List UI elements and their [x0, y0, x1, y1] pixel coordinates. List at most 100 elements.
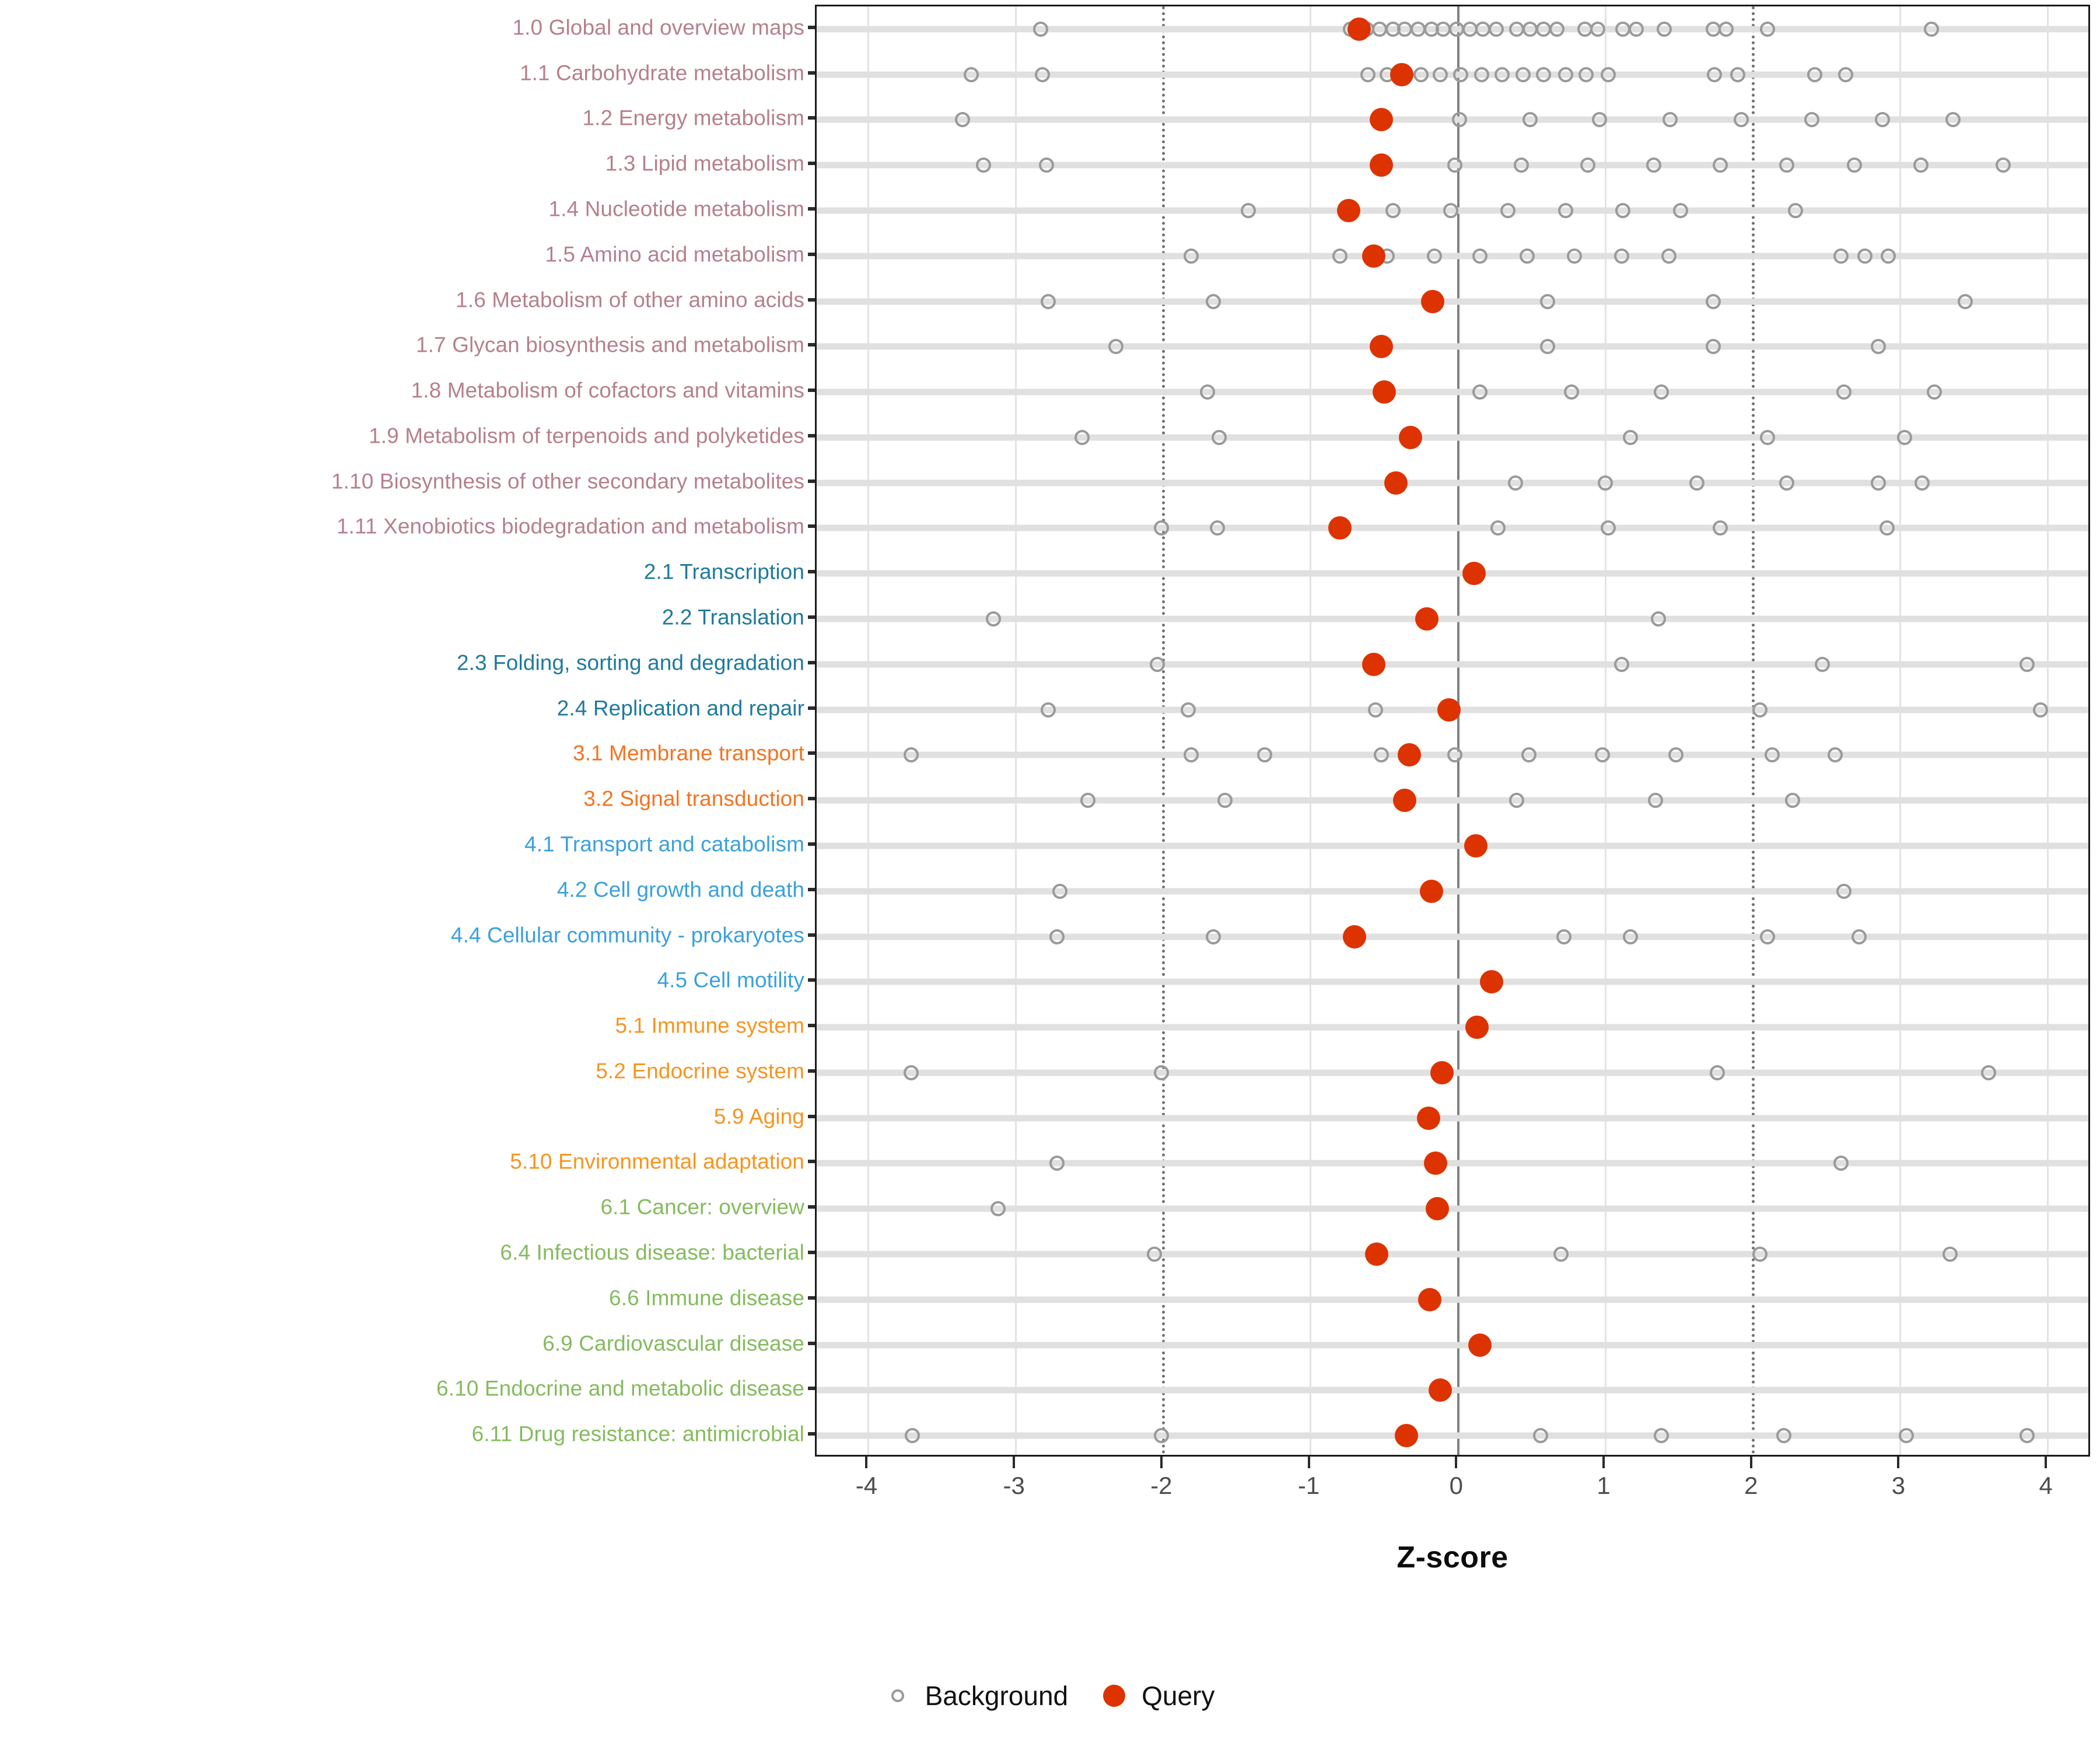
reference-line [1162, 6, 1166, 1455]
y-axis-label: 4.2 Cell growth and death [556, 877, 804, 902]
background-point [1654, 1428, 1670, 1444]
query-point[interactable] [1397, 743, 1421, 767]
background-point [1594, 747, 1610, 763]
query-point[interactable] [1390, 62, 1414, 86]
background-point [1646, 158, 1662, 173]
query-point[interactable] [1362, 244, 1386, 268]
background-point [1385, 203, 1401, 219]
query-point[interactable] [1425, 1197, 1449, 1221]
y-axis-tick [808, 524, 815, 528]
query-point[interactable] [1468, 1333, 1492, 1357]
background-point [1654, 384, 1670, 400]
background-point [1705, 339, 1721, 355]
query-point[interactable] [1437, 698, 1461, 722]
row-gridline [817, 570, 2088, 577]
background-point [2019, 656, 2035, 672]
query-point[interactable] [1416, 1106, 1440, 1130]
row-gridline [817, 298, 2088, 305]
query-point[interactable] [1343, 925, 1367, 949]
y-axis-label: 6.9 Cardiovascular disease [542, 1331, 804, 1356]
query-point[interactable] [1428, 1378, 1452, 1402]
query-point[interactable] [1365, 1242, 1389, 1266]
query-point[interactable] [1384, 471, 1408, 495]
query-point[interactable] [1418, 1287, 1442, 1311]
y-axis-label: 1.0 Global and overview maps [512, 15, 804, 40]
background-point [1814, 656, 1830, 672]
query-point[interactable] [1362, 652, 1386, 676]
query-point[interactable] [1480, 970, 1504, 994]
query-point[interactable] [1393, 789, 1417, 813]
query-point[interactable] [1372, 380, 1396, 404]
reference-line [1752, 6, 1755, 1455]
y-axis-label: 6.4 Infectious disease: bacterial [500, 1240, 804, 1265]
query-point[interactable] [1369, 335, 1393, 359]
background-point [1540, 293, 1556, 309]
x-axis-tick-label: -2 [1150, 1472, 1172, 1499]
background-point [1513, 158, 1529, 173]
background-point [1563, 384, 1579, 400]
row-gridline [817, 615, 2088, 622]
background-point [1180, 702, 1196, 718]
background-point [975, 158, 991, 173]
background-point [1474, 66, 1489, 82]
query-point[interactable] [1369, 153, 1393, 177]
background-point [1945, 112, 1961, 128]
y-axis-label: 1.6 Metabolism of other amino acids [456, 288, 804, 312]
background-point [1500, 203, 1516, 219]
row-gridline [817, 1115, 2088, 1122]
query-point[interactable] [1394, 1424, 1418, 1448]
background-point [1833, 1156, 1849, 1171]
background-point [1784, 793, 1800, 808]
legend-item-query[interactable]: Query [1102, 1680, 1214, 1712]
background-point [1707, 66, 1723, 82]
open-circle-icon [886, 1684, 910, 1708]
query-point[interactable] [1424, 1152, 1448, 1175]
background-point [1494, 66, 1510, 82]
query-point[interactable] [1337, 199, 1361, 223]
background-point [1760, 929, 1776, 944]
y-axis-label: 2.2 Translation [662, 605, 804, 629]
y-axis-tick [808, 1432, 815, 1436]
background-point [1154, 1065, 1170, 1080]
x-axis-tick [1602, 1457, 1605, 1468]
background-point [1507, 475, 1523, 491]
y-axis-tick [808, 1024, 815, 1028]
background-point [1915, 475, 1930, 491]
y-axis-label: 1.5 Amino acid metabolism [545, 242, 804, 267]
y-axis-label: 6.11 Drug resistance: antimicrobial [471, 1422, 804, 1446]
query-point[interactable] [1430, 1060, 1454, 1084]
query-point[interactable] [1347, 17, 1371, 41]
background-point [1881, 248, 1896, 264]
query-point[interactable] [1464, 834, 1488, 858]
y-axis-tick [808, 933, 815, 937]
x-axis-tick-label: 0 [1449, 1472, 1463, 1499]
background-point [1807, 66, 1822, 82]
legend-item-background[interactable]: Background [886, 1680, 1068, 1712]
background-point [1776, 1428, 1791, 1444]
background-point [1034, 66, 1050, 82]
background-point [1490, 520, 1506, 536]
background-point [1733, 112, 1749, 128]
background-point [1447, 747, 1463, 763]
query-point[interactable] [1328, 516, 1352, 540]
row-gridline [817, 253, 2088, 260]
row-gridline [817, 434, 2088, 441]
query-point[interactable] [1419, 879, 1443, 903]
background-point [1520, 248, 1535, 264]
query-point[interactable] [1421, 289, 1445, 313]
query-point[interactable] [1462, 562, 1486, 586]
background-point [964, 66, 979, 82]
x-gridline [1604, 6, 1606, 1455]
y-axis-tick [808, 751, 815, 755]
background-point [1108, 339, 1124, 355]
background-point [1549, 21, 1564, 37]
query-point[interactable] [1369, 108, 1393, 132]
query-point[interactable] [1465, 1016, 1489, 1040]
background-point [1847, 158, 1863, 173]
query-point[interactable] [1415, 607, 1439, 631]
background-point [1033, 21, 1049, 37]
row-gridline [817, 1024, 2088, 1031]
background-point [1651, 611, 1666, 627]
query-point[interactable] [1399, 425, 1423, 449]
row-gridline [817, 524, 2088, 531]
